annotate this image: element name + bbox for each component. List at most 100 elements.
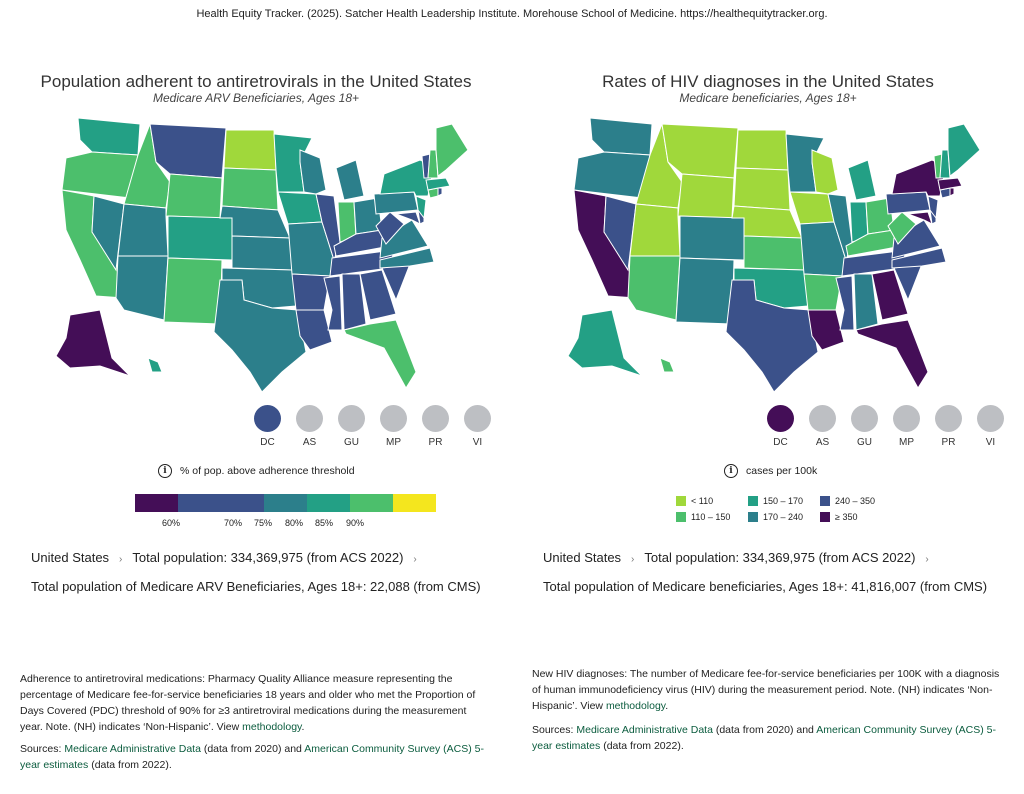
state-ia[interactable] <box>789 191 835 225</box>
state-ma[interactable] <box>425 177 451 191</box>
methodology-link[interactable]: methodology <box>605 700 666 712</box>
state-la[interactable] <box>295 309 333 351</box>
state-sd[interactable] <box>733 167 791 211</box>
state-nj[interactable] <box>927 195 939 220</box>
state-ms[interactable] <box>323 275 343 331</box>
state-nc[interactable] <box>379 247 435 269</box>
territory-circle[interactable] <box>809 405 836 432</box>
territory-gu[interactable]: GU <box>851 405 878 448</box>
us-map[interactable] <box>0 110 512 400</box>
state-nc[interactable] <box>891 247 947 269</box>
state-nm[interactable] <box>163 257 223 325</box>
state-fl[interactable] <box>855 319 929 389</box>
territory-dc[interactable]: DC <box>767 405 794 448</box>
state-az[interactable] <box>115 255 169 321</box>
state-ga[interactable] <box>359 269 397 321</box>
state-ak[interactable] <box>567 309 643 377</box>
territory-vi[interactable]: VI <box>977 405 1004 448</box>
source-link-acs[interactable]: American Community Survey (ACS) 5-year e… <box>20 743 484 771</box>
state-wy[interactable] <box>677 173 735 219</box>
state-az[interactable] <box>627 255 681 321</box>
state-mi[interactable] <box>335 159 365 201</box>
state-nm[interactable] <box>675 257 735 325</box>
territory-circle[interactable] <box>254 405 281 432</box>
state-al[interactable] <box>853 273 879 331</box>
methodology-link[interactable]: methodology <box>242 721 302 733</box>
state-wi[interactable] <box>811 149 839 195</box>
state-ga[interactable] <box>871 269 909 321</box>
state-al[interactable] <box>341 273 367 331</box>
state-ks[interactable] <box>743 235 805 271</box>
state-ms[interactable] <box>835 275 855 331</box>
legend-swatch <box>820 496 830 506</box>
territory-circle[interactable] <box>422 405 449 432</box>
territory-circle[interactable] <box>851 405 878 432</box>
color-scale <box>135 494 436 512</box>
source-link-medicare[interactable]: Medicare Administrative Data <box>64 743 201 755</box>
state-or[interactable] <box>61 151 139 199</box>
state-ia[interactable] <box>277 191 323 225</box>
info-icon[interactable]: i <box>724 464 738 478</box>
state-or[interactable] <box>573 151 651 199</box>
state-pa[interactable] <box>885 191 931 215</box>
territory-circle[interactable] <box>767 405 794 432</box>
territory-circle[interactable] <box>977 405 1004 432</box>
info-icon[interactable]: i <box>158 464 172 478</box>
state-me[interactable] <box>435 123 469 177</box>
state-co[interactable] <box>167 215 233 261</box>
territory-circle[interactable] <box>338 405 365 432</box>
state-ri[interactable] <box>949 187 955 197</box>
state-ut[interactable] <box>629 203 681 257</box>
territory-mp[interactable]: MP <box>380 405 407 448</box>
state-nv[interactable] <box>91 195 125 272</box>
state-wv[interactable] <box>375 211 405 245</box>
territory-gu[interactable]: GU <box>338 405 365 448</box>
breadcrumb-root[interactable]: United States <box>31 550 110 565</box>
state-me[interactable] <box>947 123 981 177</box>
territory-as[interactable]: AS <box>296 405 323 448</box>
state-nh[interactable] <box>939 149 951 179</box>
territory-pr[interactable]: PR <box>935 405 962 448</box>
state-tx[interactable] <box>213 279 307 393</box>
territory-as[interactable]: AS <box>809 405 836 448</box>
territory-vi[interactable]: VI <box>464 405 491 448</box>
state-mi[interactable] <box>847 159 877 201</box>
territory-pr[interactable]: PR <box>422 405 449 448</box>
territory-circle[interactable] <box>296 405 323 432</box>
state-nd[interactable] <box>223 129 277 171</box>
state-ks[interactable] <box>231 235 293 271</box>
state-fl[interactable] <box>343 319 417 389</box>
state-co[interactable] <box>679 215 745 261</box>
state-la[interactable] <box>807 309 845 351</box>
state-ak[interactable] <box>55 309 131 377</box>
territory-circle[interactable] <box>380 405 407 432</box>
territory-circle[interactable] <box>935 405 962 432</box>
state-ri[interactable] <box>437 187 443 197</box>
state-wv[interactable] <box>887 211 917 245</box>
territory-dc[interactable]: DC <box>254 405 281 448</box>
state-wi[interactable] <box>299 149 327 195</box>
territory-circle[interactable] <box>464 405 491 432</box>
legend-title-text: % of pop. above adherence threshold <box>180 465 355 477</box>
state-nd[interactable] <box>735 129 789 171</box>
state-wa[interactable] <box>77 117 141 156</box>
us-map[interactable] <box>512 110 1024 400</box>
source-link-medicare[interactable]: Medicare Administrative Data <box>576 724 713 736</box>
state-hi[interactable] <box>147 357 163 373</box>
territory-circle[interactable] <box>893 405 920 432</box>
state-ut[interactable] <box>117 203 169 257</box>
scale-label: 60% <box>162 518 181 528</box>
breadcrumb-root[interactable]: United States <box>543 550 622 565</box>
state-wy[interactable] <box>165 173 223 219</box>
state-nv[interactable] <box>603 195 637 272</box>
state-tx[interactable] <box>725 279 819 393</box>
state-ma[interactable] <box>937 177 963 191</box>
state-pa[interactable] <box>373 191 419 215</box>
state-hi[interactable] <box>659 357 675 373</box>
state-wa[interactable] <box>589 117 653 156</box>
state-nh[interactable] <box>427 149 439 179</box>
source-link-acs[interactable]: American Community Survey (ACS) 5-year e… <box>532 724 996 752</box>
territory-mp[interactable]: MP <box>893 405 920 448</box>
state-nj[interactable] <box>415 195 427 220</box>
state-sd[interactable] <box>221 167 279 211</box>
